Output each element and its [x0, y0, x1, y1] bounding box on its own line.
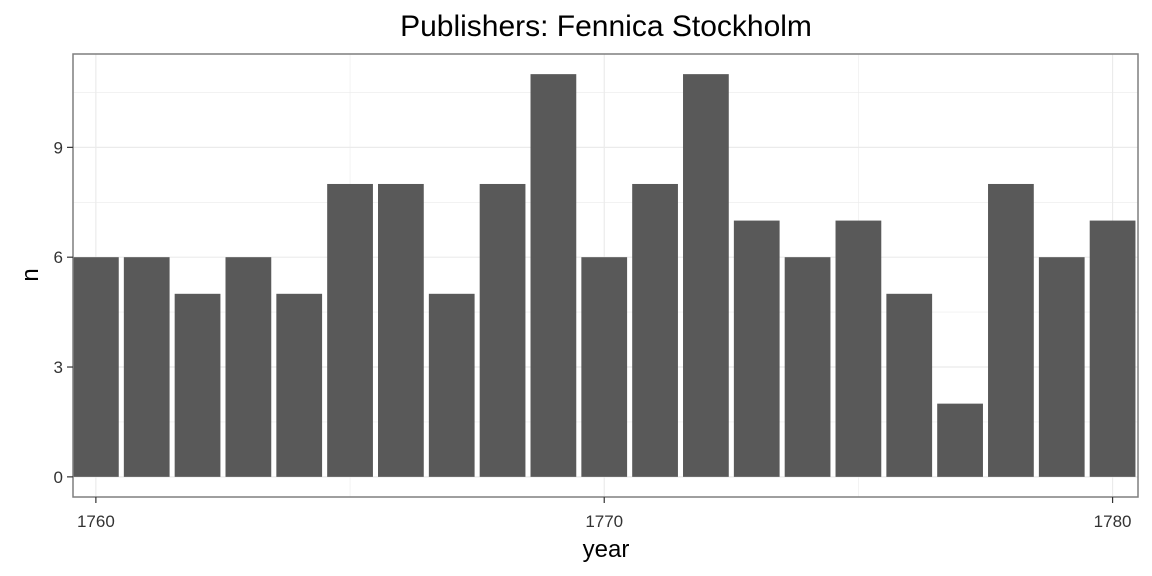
y-tick-label: 6 [54, 248, 63, 267]
x-axis-title: year [583, 536, 630, 563]
x-tick-label: 1770 [585, 512, 623, 531]
bar: 1774: 6 [784, 257, 831, 477]
x-tick-label: 1780 [1094, 512, 1132, 531]
bars: 1760: 61761: 61762: 51763: 61764: 51765:… [73, 74, 1136, 477]
bar: 1761: 6 [123, 257, 170, 477]
x-tick-label: 1760 [77, 512, 115, 531]
bar: 1780: 7 [1089, 220, 1136, 477]
chart-title: Publishers: Fennica Stockholm [400, 10, 812, 43]
bar: 1760: 6 [73, 257, 119, 477]
y-tick-label: 3 [54, 358, 63, 377]
bar: 1779: 6 [1038, 257, 1085, 477]
bar: 1764: 5 [276, 293, 323, 477]
y-tick-label: 0 [54, 468, 63, 487]
bar: 1778: 8 [988, 183, 1034, 477]
bar: 1769: 11 [530, 74, 577, 477]
y-tick-label: 9 [54, 138, 63, 157]
bar: 1771: 8 [632, 183, 678, 477]
bar: 1767: 5 [428, 293, 475, 477]
bar: 1768: 8 [479, 183, 526, 477]
bar: 1775: 7 [835, 220, 882, 477]
y-axis: 0 3 6 9 [54, 138, 73, 487]
bar: 1766: 8 [378, 183, 424, 477]
bar: 1772: 11 [683, 74, 729, 477]
x-axis: 1760 1770 1780 [77, 497, 1132, 531]
bar: 1763: 6 [225, 257, 272, 477]
y-axis-title: n [17, 268, 44, 281]
panel-border [72, 53, 1139, 498]
bar: 1770: 6 [581, 257, 628, 477]
bar: 1762: 5 [174, 293, 221, 477]
bar: 1765: 8 [327, 183, 373, 477]
bar: 1773: 7 [733, 220, 780, 477]
bar: 1777: 2 [937, 403, 983, 477]
bar: 1776: 5 [886, 293, 933, 477]
